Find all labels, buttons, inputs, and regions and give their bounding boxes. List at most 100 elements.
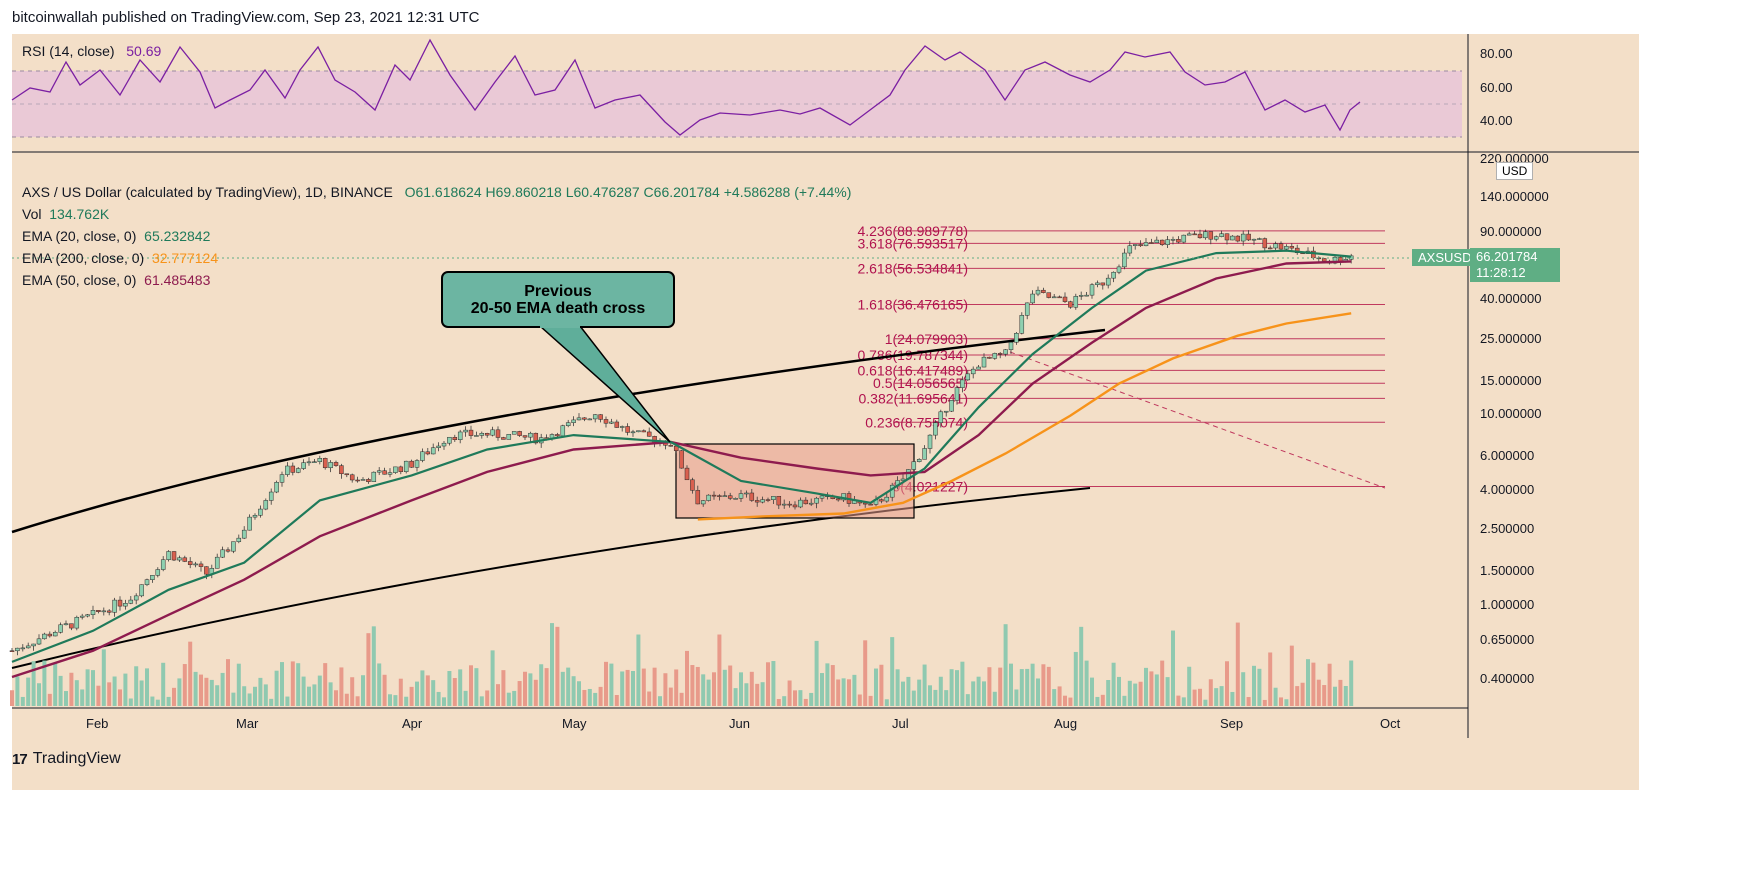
publisher-line: bitcoinwallah published on TradingView.c… (12, 9, 480, 26)
time-label: Sep (1220, 716, 1244, 731)
volume-bar (280, 662, 284, 706)
volume-bar (1052, 689, 1057, 706)
candle-body (193, 563, 198, 566)
candle-body (744, 492, 749, 495)
volume-bar (744, 683, 749, 706)
volume-bar (1036, 678, 1040, 706)
volume-bar (776, 699, 781, 706)
tradingview-brand[interactable]: 17 TradingView (12, 750, 121, 768)
channel-upper-line[interactable] (11, 328, 1106, 534)
symbol-tag[interactable]: AXSUSD (1412, 249, 1478, 266)
candle-body (1138, 244, 1143, 247)
volume-bar (733, 688, 738, 706)
candle-body (150, 575, 155, 580)
candle-body (328, 462, 333, 469)
candle-body (938, 411, 944, 423)
candle-body (560, 425, 566, 437)
candle-body (592, 414, 598, 420)
candle-body (474, 435, 479, 437)
volume-bar (523, 671, 527, 706)
volume-bar (571, 676, 576, 706)
candle-body (133, 595, 139, 601)
volume-bar (992, 691, 997, 706)
volume-bar (555, 626, 560, 706)
volume-bar (577, 681, 581, 706)
volume-bar (890, 637, 895, 706)
channel-lower-line[interactable] (11, 487, 1091, 669)
volume-bar (404, 696, 409, 706)
volume-bar (323, 663, 328, 706)
candle-body (301, 462, 306, 469)
ema20-label: EMA (20, close, 0) (22, 228, 137, 244)
candle-body (603, 419, 609, 424)
volume-bar (1117, 676, 1121, 706)
legend-ema50-row[interactable]: EMA (50, close, 0) 61.485483 (22, 269, 851, 291)
price-axis[interactable] (1640, 34, 1752, 790)
candle-body (344, 473, 350, 476)
projection-dashed-line[interactable] (1009, 351, 1386, 489)
candle-body (484, 432, 490, 436)
candle-body (452, 436, 458, 440)
candle-body (776, 496, 782, 506)
candle-body (1289, 246, 1295, 249)
fib-level-label: 1.618(36.476165) (857, 297, 968, 313)
time-axis[interactable] (12, 790, 1639, 824)
volume-bar (1138, 681, 1143, 706)
candle-body (1149, 242, 1154, 244)
price-candles (9, 229, 1354, 656)
candle-body (1208, 231, 1214, 240)
candle-body (1159, 239, 1165, 245)
volume-bar (452, 678, 457, 706)
candle-body (1278, 243, 1284, 250)
candle-body (803, 499, 809, 505)
candle-body (479, 432, 485, 436)
volume-bar (663, 673, 668, 706)
legend-ema20-row[interactable]: EMA (20, close, 0) 65.232842 (22, 225, 851, 247)
candle-body (1030, 293, 1035, 304)
volume-bar (458, 669, 463, 706)
volume-bar (188, 641, 193, 706)
volume-bar (1279, 697, 1283, 706)
candle-body (1332, 256, 1338, 264)
rsi-legend: RSI (14, close) 50.69 (22, 43, 161, 59)
legend-ema200-row[interactable]: EMA (200, close, 0) 32.777124 (22, 247, 851, 269)
candle-body (101, 610, 107, 613)
volume-bar (220, 672, 225, 706)
volume-bar (582, 689, 587, 706)
volume-bar (1100, 694, 1105, 706)
candle-body (1154, 239, 1160, 243)
last-price-tag[interactable]: 66.201784 11:28:12 (1470, 248, 1560, 282)
volume-bar (355, 696, 360, 706)
volume-bar (1273, 687, 1278, 706)
candle-body (1213, 236, 1219, 240)
fib-retracement[interactable]: 4.236(88.989778)3.618(76.593517) 2.618(56… (857, 223, 1385, 495)
volume-bar (636, 634, 641, 706)
volume-bar (1192, 689, 1197, 706)
volume-bar (933, 689, 938, 706)
candle-body (609, 421, 614, 424)
candle-body (285, 465, 290, 475)
volume-bar (587, 688, 592, 706)
candle-body (263, 500, 269, 510)
volume-bar (1198, 688, 1202, 706)
volume-bar (290, 661, 295, 706)
time-label: Oct (1380, 716, 1401, 731)
candle-body (711, 494, 717, 497)
volume-bar (766, 662, 770, 706)
volume-bar (436, 691, 441, 706)
volume-bar (101, 649, 106, 706)
legend-vol-row[interactable]: Vol 134.762K (22, 203, 851, 225)
price-tick: 40.000000 (1480, 291, 1542, 306)
price-tick: 6.000000 (1480, 448, 1535, 463)
candle-body (312, 461, 317, 463)
volume-bar (1322, 685, 1327, 706)
symbol-title[interactable]: AXS / US Dollar (calculated by TradingVi… (22, 184, 393, 200)
volume-bar (901, 681, 905, 706)
currency-label[interactable]: USD (1496, 162, 1534, 180)
volume-bar (393, 695, 398, 706)
candle-body (414, 460, 420, 468)
volume-bar (739, 672, 743, 706)
rsi-value: 50.69 (126, 43, 162, 59)
volume-bar (928, 685, 932, 706)
